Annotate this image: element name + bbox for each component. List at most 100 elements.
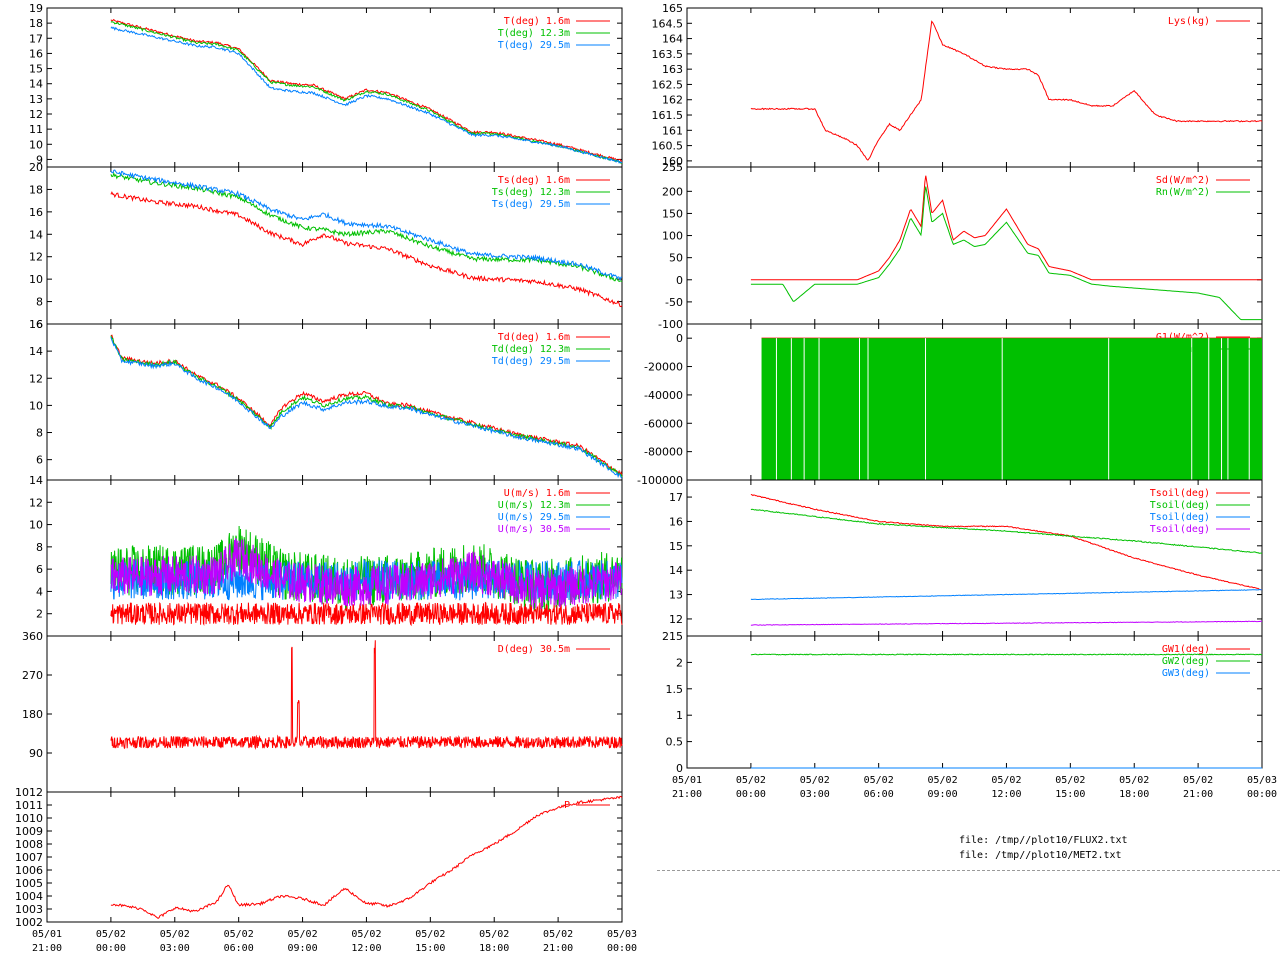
- y-tick-label: 18: [29, 17, 43, 30]
- legend-label: P: [564, 800, 570, 811]
- x-tick-label: 18:00: [479, 943, 509, 954]
- x-tick-label: 05/02: [415, 929, 445, 940]
- series-line: [110, 334, 623, 477]
- x-tick-label: 05/02: [928, 775, 958, 786]
- y-tick-label: 1007: [15, 851, 43, 864]
- y-tick-label: 255: [662, 161, 683, 174]
- y-tick-label: 10: [29, 273, 43, 286]
- x-tick-label: 00:00: [1247, 789, 1277, 800]
- y-tick-label: 13: [29, 93, 43, 106]
- x-tick-label: 05/02: [736, 775, 766, 786]
- legend-label: T(deg) 12.3m: [498, 28, 570, 39]
- y-tick-label: 1004: [15, 890, 43, 903]
- x-tick-label: 21:00: [672, 789, 702, 800]
- legend-label: Ts(deg) 1.6m: [498, 175, 570, 186]
- series-line: [750, 186, 1262, 321]
- x-tick-label: 05/02: [991, 775, 1021, 786]
- file-list: file: /tmp//plot10/FLUX2.txt file: /tmp/…: [959, 833, 1128, 863]
- x-tick-label: 21:00: [32, 943, 62, 954]
- y-tick-label: 8: [36, 296, 43, 309]
- y-tick-label: 16: [29, 47, 43, 60]
- legend-label: T(deg) 29.5m: [498, 40, 570, 51]
- series-line: [110, 337, 623, 479]
- series-line: [750, 653, 1263, 656]
- plot-frame: [686, 7, 1263, 168]
- footer-divider: [657, 870, 1280, 871]
- x-tick-label: 00:00: [736, 789, 766, 800]
- x-tick-label: 12:00: [351, 943, 381, 954]
- x-tick-label: 05/02: [543, 929, 573, 940]
- x-tick-label: 05/02: [160, 929, 190, 940]
- y-tick-label: 162: [662, 94, 683, 107]
- y-tick-label: 14: [29, 228, 43, 241]
- y-tick-label: 12: [29, 496, 43, 509]
- y-tick-label: 164: [662, 33, 683, 46]
- y-tick-label: 14: [29, 78, 43, 91]
- series-line: [110, 601, 623, 627]
- series-line: [750, 588, 1263, 601]
- y-tick-label: 10: [29, 399, 43, 412]
- x-tick-label: 05/02: [96, 929, 126, 940]
- y-tick-label: -50: [665, 296, 683, 309]
- x-tick-label: 18:00: [1119, 789, 1149, 800]
- y-tick-label: 270: [22, 669, 43, 682]
- x-tick-label: 05/02: [351, 929, 381, 940]
- y-tick-label: 12: [29, 372, 43, 385]
- y-tick-label: 0: [676, 332, 683, 345]
- y-tick-label: 50: [669, 252, 683, 265]
- series-line: [110, 26, 623, 164]
- y-tick-label: 13: [669, 589, 683, 602]
- y-tick-label: 17: [29, 32, 43, 45]
- y-tick-label: 15: [29, 63, 43, 76]
- y-tick-label: 165: [662, 2, 683, 15]
- y-tick-label: 360: [22, 630, 43, 643]
- y-tick-label: 12: [29, 108, 43, 121]
- x-tick-label: 05/02: [1055, 775, 1085, 786]
- legend-label: GW2(deg): [1162, 656, 1210, 667]
- y-tick-label: -100: [658, 318, 683, 331]
- plot-frame: [46, 791, 623, 923]
- y-tick-label: 1010: [15, 812, 43, 825]
- legend-label: Ts(deg) 29.5m: [492, 199, 570, 210]
- panel-t: 9 10 11 12 13 14 15 16 17 18 19 T(deg) 1.6mT(deg) 1…: [29, 2, 623, 168]
- y-tick-label: 8: [36, 541, 43, 554]
- x-tick-label: 03:00: [800, 789, 830, 800]
- legend-label: Tsoil(deg): [1150, 500, 1210, 511]
- y-tick-label: 1: [676, 709, 683, 722]
- x-tick-label: 21:00: [543, 943, 573, 954]
- series-line: [110, 795, 623, 920]
- x-tick-label: 05/02: [1119, 775, 1149, 786]
- y-tick-label: 90: [29, 747, 43, 760]
- y-tick-label: 20: [29, 161, 43, 174]
- y-tick-label: 160.5: [652, 140, 684, 153]
- y-tick-label: 1002: [15, 916, 43, 929]
- x-tick-label: 12:00: [991, 789, 1021, 800]
- legend-label: GW3(deg): [1162, 668, 1210, 679]
- y-tick-label: 150: [662, 207, 683, 220]
- x-tick-label: 05/02: [1183, 775, 1213, 786]
- x-tick-label: 15:00: [415, 943, 445, 954]
- y-tick-label: 1009: [15, 825, 43, 838]
- y-tick-label: 6: [36, 563, 43, 576]
- y-tick-label: 164.5: [652, 17, 684, 30]
- y-tick-label: -40000: [644, 389, 683, 402]
- y-tick-label: 215: [662, 630, 683, 643]
- legend-label: G2(W/m^2): [1156, 344, 1210, 355]
- series-line: [110, 335, 623, 478]
- y-tick-label: 15: [669, 540, 683, 553]
- y-tick-label: 14: [29, 345, 43, 358]
- y-tick-label: 163: [662, 63, 683, 76]
- series-line: [110, 191, 623, 308]
- legend-label: Sd(W/m^2): [1156, 175, 1210, 186]
- y-tick-label: -80000: [644, 446, 683, 459]
- panel-lys: 160 160.5 161 161.5 162 162.5 163 163.5 164 164.5…: [652, 2, 1263, 168]
- x-tick-label: 05/03: [1247, 775, 1277, 786]
- legend-label: Ts(deg) 12.3m: [492, 187, 570, 198]
- y-tick-label: 16: [29, 318, 43, 331]
- x-tick-label: 05/02: [479, 929, 509, 940]
- legend-label: Td(deg) 29.5m: [492, 356, 570, 367]
